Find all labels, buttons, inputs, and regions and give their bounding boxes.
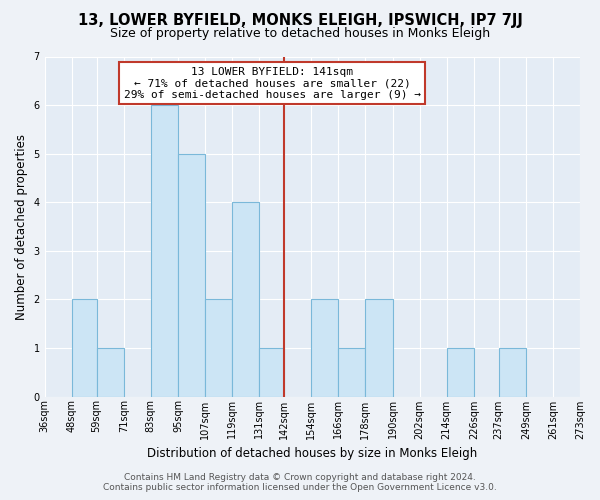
Bar — [499, 348, 526, 397]
Text: Size of property relative to detached houses in Monks Eleigh: Size of property relative to detached ho… — [110, 28, 490, 40]
Bar — [447, 348, 474, 397]
Bar — [338, 348, 365, 397]
Bar — [178, 154, 205, 396]
Text: 13 LOWER BYFIELD: 141sqm
← 71% of detached houses are smaller (22)
29% of semi-d: 13 LOWER BYFIELD: 141sqm ← 71% of detach… — [124, 66, 421, 100]
Bar — [205, 300, 232, 396]
Bar — [311, 300, 338, 396]
Bar — [151, 105, 178, 397]
Text: 13, LOWER BYFIELD, MONKS ELEIGH, IPSWICH, IP7 7JJ: 13, LOWER BYFIELD, MONKS ELEIGH, IPSWICH… — [77, 12, 523, 28]
Bar — [365, 300, 392, 396]
Y-axis label: Number of detached properties: Number of detached properties — [15, 134, 28, 320]
Text: Contains HM Land Registry data © Crown copyright and database right 2024.
Contai: Contains HM Land Registry data © Crown c… — [103, 473, 497, 492]
X-axis label: Distribution of detached houses by size in Monks Eleigh: Distribution of detached houses by size … — [147, 447, 478, 460]
Bar — [232, 202, 259, 396]
Bar — [259, 348, 284, 397]
Bar — [72, 300, 97, 396]
Bar — [97, 348, 124, 397]
